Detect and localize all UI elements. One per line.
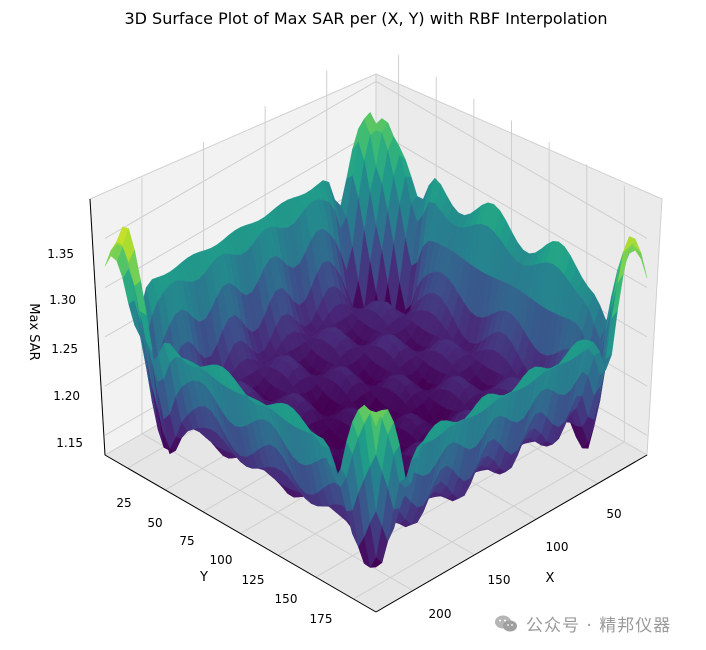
z-axis: 1.15 1.20 1.25 1.30 1.35 Max SAR: [26, 198, 106, 456]
z-axis-label: Max SAR: [26, 303, 41, 360]
y-tick-label: 75: [179, 534, 194, 548]
x-tick-label: 50: [606, 507, 621, 521]
z-tick-label: 1.30: [49, 293, 76, 307]
y-tick-label: 150: [275, 592, 298, 606]
y-tick-label: 50: [147, 516, 162, 530]
z-tick-label: 1.15: [56, 436, 83, 450]
wechat-icon: [494, 614, 518, 634]
watermark: 公众号 · 精邦仪器: [494, 611, 671, 636]
y-tick-label: 125: [242, 573, 265, 587]
x-tick-label: 200: [429, 607, 452, 621]
y-tick-label: 100: [210, 553, 233, 567]
watermark-text: 公众号 · 精邦仪器: [526, 616, 672, 636]
x-tick-label: 150: [488, 573, 511, 587]
surface-cell: [369, 409, 383, 427]
x-tick-label: 100: [546, 540, 569, 554]
x-axis: 50 100 150 200 X: [375, 454, 648, 621]
z-tick-label: 1.35: [47, 247, 74, 261]
y-axis-label: Y: [199, 570, 208, 585]
z-tick-label: 1.20: [53, 389, 80, 403]
surface-mesh: [104, 111, 648, 569]
x-axis-label: X: [546, 571, 555, 586]
y-tick-label: 175: [310, 612, 333, 626]
chart-title: 3D Surface Plot of Max SAR per (X, Y) wi…: [124, 9, 607, 28]
z-tick-label: 1.25: [51, 342, 78, 356]
y-axis: 25 50 75 100 125 150 175 Y: [104, 454, 377, 626]
y-tick-label: 25: [116, 496, 131, 510]
